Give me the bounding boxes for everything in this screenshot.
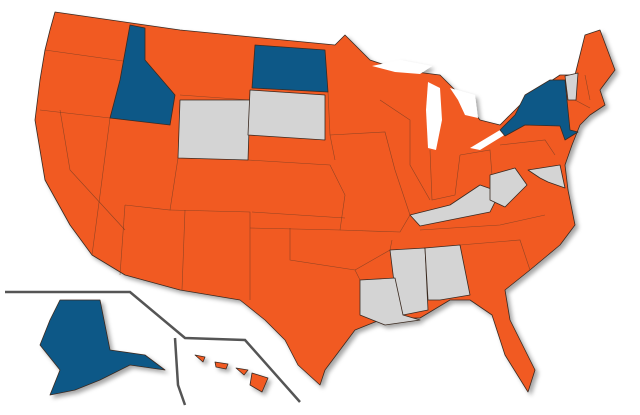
gray-state xyxy=(489,167,528,208)
alaska xyxy=(39,299,166,396)
blue-state xyxy=(251,44,329,93)
inset-border xyxy=(5,290,301,403)
gray-state xyxy=(424,244,471,301)
gray-state xyxy=(527,164,566,189)
gray-state xyxy=(564,72,579,101)
hawaii xyxy=(235,367,249,376)
gray-state xyxy=(359,277,421,326)
blue-state xyxy=(109,24,176,126)
lake-michigan xyxy=(426,82,442,150)
hawaii xyxy=(214,361,229,370)
blue-state xyxy=(499,79,579,141)
gray-state xyxy=(177,99,251,161)
gray-state xyxy=(247,89,326,141)
inset-border xyxy=(173,337,187,406)
hawaii xyxy=(194,354,206,363)
lake-superior xyxy=(372,60,432,74)
lake-huron xyxy=(450,88,478,118)
lake-erie xyxy=(470,130,506,150)
hawaii xyxy=(249,372,269,393)
states xyxy=(34,11,616,396)
state-borders xyxy=(39,49,591,300)
